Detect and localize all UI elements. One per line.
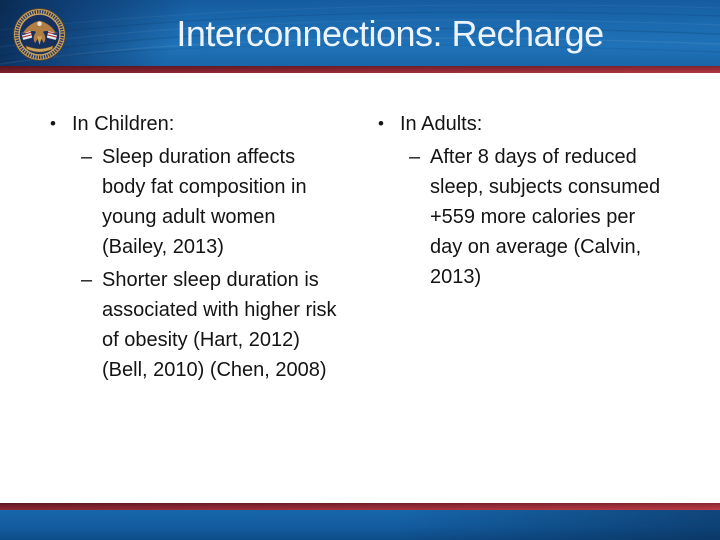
bullet-glyph: • xyxy=(50,114,56,133)
sub-bullet-item: – Sleep duration affects body fat compos… xyxy=(50,142,340,262)
bullet-glyph: • xyxy=(378,114,384,133)
bullet-column-children: • In Children: – Sleep duration affects … xyxy=(50,109,340,385)
dash-glyph: – xyxy=(409,146,421,168)
dash-glyph: – xyxy=(81,146,93,168)
sub-bullet-text: Sleep duration affects body fat composit… xyxy=(102,146,307,258)
header-accent-stripe xyxy=(0,66,720,73)
bullet-item: • In Adults: xyxy=(378,109,670,139)
va-seal-logo xyxy=(13,8,66,61)
bullet-heading: In Children: xyxy=(72,113,175,135)
bullet-column-adults: • In Adults: – After 8 days of reduced s… xyxy=(378,109,670,292)
header-banner: Interconnections: Recharge xyxy=(0,0,720,66)
sub-bullet-text: After 8 days of reduced sleep, subjects … xyxy=(430,146,661,288)
footer-accent-stripe xyxy=(0,503,720,510)
bullet-heading: In Adults: xyxy=(400,113,483,135)
sub-bullet-item: – After 8 days of reduced sleep, subject… xyxy=(378,142,670,292)
dash-glyph: – xyxy=(81,269,93,291)
sub-bullet-item: – Shorter sleep duration is associated w… xyxy=(50,265,340,385)
slide-title: Interconnections: Recharge xyxy=(176,13,604,54)
bullet-item: • In Children: xyxy=(50,109,340,139)
slide-body: • In Children: – Sleep duration affects … xyxy=(0,73,720,503)
footer-banner xyxy=(0,510,720,540)
sub-bullet-text: Shorter sleep duration is associated wit… xyxy=(102,269,337,381)
